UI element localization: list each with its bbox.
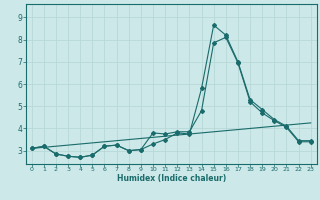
X-axis label: Humidex (Indice chaleur): Humidex (Indice chaleur) xyxy=(116,174,226,183)
